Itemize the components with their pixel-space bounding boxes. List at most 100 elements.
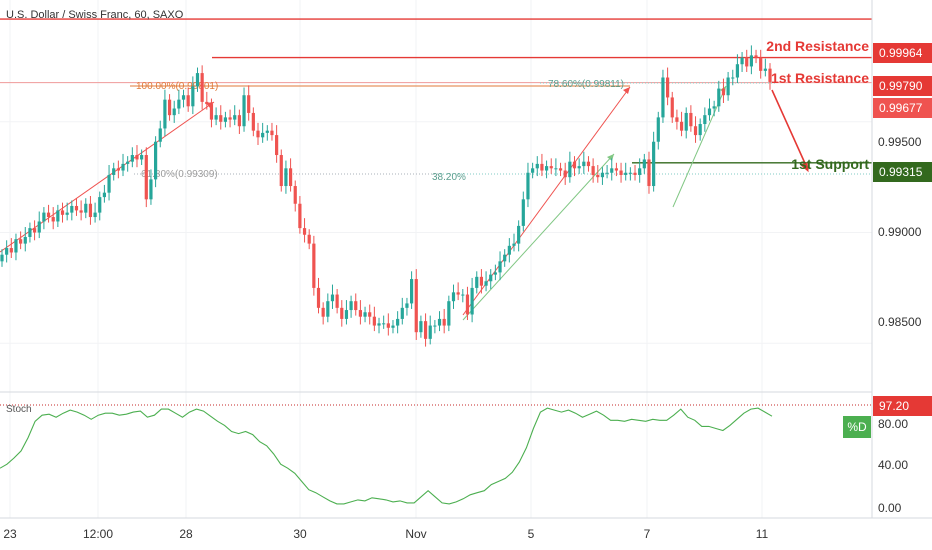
fib-label-c: 78.60%(0.99811) — [548, 79, 624, 90]
candle-body — [279, 155, 283, 187]
candle-body — [158, 128, 162, 142]
candle-body — [126, 161, 130, 164]
candle-body — [200, 73, 204, 102]
candle-body — [572, 161, 577, 169]
resistance2-price: 0.99964 — [879, 46, 923, 60]
candle-body — [647, 159, 651, 187]
candle-body — [130, 155, 134, 162]
candle-body — [633, 172, 637, 175]
candle-body — [42, 212, 46, 222]
candle-body — [768, 68, 772, 82]
candle-body — [214, 115, 218, 120]
candle-body — [358, 310, 362, 317]
candle-body — [32, 228, 37, 233]
candle-body — [638, 168, 642, 175]
trend-arrow-4 — [672, 85, 727, 208]
candle-body — [382, 323, 386, 325]
candle-body — [116, 168, 120, 171]
candle-body — [754, 55, 758, 58]
candle-body — [642, 159, 646, 169]
candle-body — [535, 163, 539, 169]
candle-body — [447, 301, 451, 326]
candle-body — [228, 117, 232, 120]
candle-body — [614, 168, 618, 171]
candle-body — [321, 307, 325, 317]
candle-body — [591, 166, 595, 175]
candle-body — [70, 205, 74, 213]
candle-body — [284, 168, 288, 187]
candle-body — [419, 321, 423, 333]
candle-body — [563, 170, 567, 178]
candlesticks — [0, 45, 772, 347]
candle-body — [19, 239, 23, 244]
stoch-tick-1: 40.00 — [878, 458, 908, 472]
candle-body — [0, 254, 4, 262]
candle-body — [261, 132, 265, 138]
candle-body — [437, 318, 442, 326]
candle-body — [405, 303, 409, 308]
candle-body — [749, 55, 753, 67]
fib-label-d: 38.20% — [432, 172, 466, 183]
chart-title: U.S. Dollar / Swiss Franc, 60, SAXO — [6, 9, 184, 21]
candle-body — [330, 294, 335, 302]
candle-body — [391, 325, 395, 328]
support1-price: 0.99315 — [879, 165, 923, 179]
candle-body — [46, 212, 51, 218]
candle-body — [37, 221, 41, 233]
candle-body — [600, 172, 605, 178]
candle-body — [717, 88, 721, 107]
candle-body — [568, 161, 572, 178]
candle-body — [307, 234, 311, 244]
candle-body — [265, 130, 269, 133]
candle-body — [84, 203, 88, 213]
candle-body — [433, 325, 437, 327]
time-tick-1: 12:00 — [83, 527, 113, 541]
candle-body — [363, 312, 367, 317]
candle-body — [79, 210, 83, 213]
candle-body — [167, 99, 172, 116]
resistance2-price-badge — [873, 43, 932, 63]
stoch-tick-0: 80.00 — [878, 417, 908, 431]
candle-body — [759, 57, 763, 71]
candle-body — [205, 101, 209, 105]
candle-body — [423, 321, 428, 339]
candle-body — [442, 318, 446, 326]
candle-body — [586, 161, 591, 167]
candle-body — [703, 115, 707, 125]
candle-body — [302, 228, 307, 235]
trend-arrow-3 — [462, 153, 615, 321]
candle-body — [610, 168, 614, 173]
candle-body — [23, 236, 27, 244]
candle-body — [107, 174, 111, 193]
candle-body — [549, 166, 553, 169]
candle-body — [135, 155, 139, 160]
candle-body — [344, 310, 349, 319]
time-tick-5: 5 — [528, 527, 535, 541]
last-price-badge — [873, 98, 932, 118]
stoch-pane[interactable] — [0, 392, 872, 518]
candle-body — [288, 168, 293, 187]
candle-body — [531, 168, 535, 173]
candle-body — [316, 287, 321, 308]
candle-body — [223, 117, 228, 122]
candle-body — [465, 294, 470, 315]
candle-body — [219, 115, 223, 122]
candle-body — [186, 95, 190, 107]
candle-body — [517, 225, 521, 244]
candle-body — [28, 228, 32, 237]
candle-body — [693, 126, 698, 136]
candle-body — [675, 117, 679, 122]
candle-body — [554, 168, 558, 170]
candle-body — [270, 130, 274, 136]
fib-label-a: 100.00%(0.99801) — [136, 81, 218, 92]
candle-body — [731, 77, 735, 79]
candle-body — [312, 243, 316, 288]
stoch-d-line — [0, 407, 773, 505]
candle-body — [689, 112, 693, 127]
candle-body — [484, 281, 488, 286]
candle-body — [354, 301, 358, 311]
candle-body — [5, 248, 9, 255]
candle-body — [503, 254, 507, 262]
stoch-title: Stoch — [6, 404, 32, 415]
